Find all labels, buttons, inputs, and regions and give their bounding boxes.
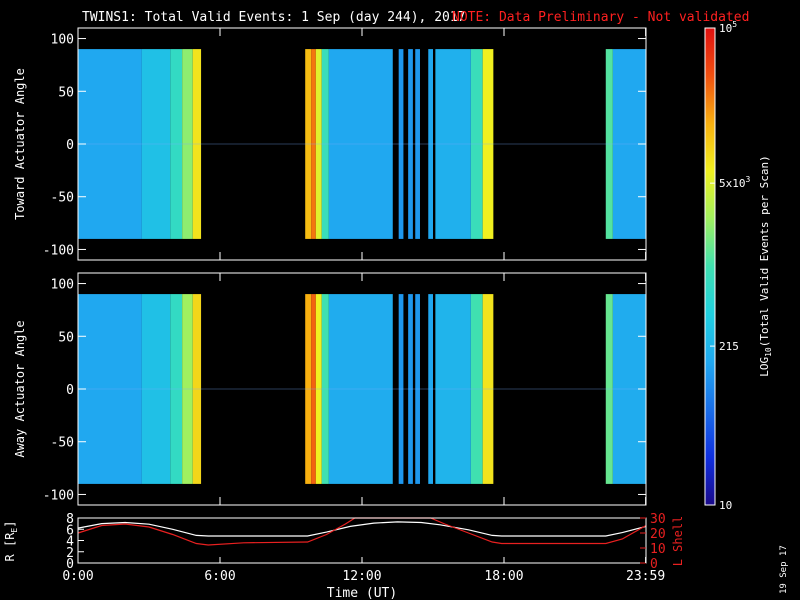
time-tick-label: 12:00 xyxy=(342,569,381,584)
heatmap-segment xyxy=(428,49,433,239)
heatmap-segment xyxy=(78,294,142,484)
heatmap-segment xyxy=(415,49,420,239)
heatmap-segment xyxy=(315,49,322,239)
heatmap-segment xyxy=(182,49,193,239)
heatmap-segment xyxy=(311,49,316,239)
heatmap-segment xyxy=(398,294,404,484)
heatmap-segment xyxy=(415,294,420,484)
heatmap-segment xyxy=(305,294,312,484)
heatmap-segment xyxy=(170,294,183,484)
heatmap-segment xyxy=(408,294,413,484)
heatmap-segment xyxy=(305,49,312,239)
heatmap-segment xyxy=(435,49,471,239)
heatmap-segment xyxy=(328,49,393,239)
heatmap-segment xyxy=(470,294,483,484)
colorbar: 10 215 5x103 105 LOG10(Total Valid Events p… xyxy=(704,20,773,512)
heatmap-segment xyxy=(78,49,142,239)
y-tick-label: 0 xyxy=(66,383,74,398)
heatmap-segment xyxy=(182,294,193,484)
heatmap-segment xyxy=(482,294,494,484)
heatmap-segment xyxy=(170,49,183,239)
y-tick-label: 50 xyxy=(58,85,74,100)
time-tick-label: 6:00 xyxy=(204,569,235,584)
orbit-lines xyxy=(77,517,647,546)
toward-angle-panel: 100 50 0 -50 -100 Toward Actuator Angle xyxy=(13,27,647,261)
away-angle-panel: 100 50 0 -50 -100 Away Actuator Angle xyxy=(13,272,647,506)
colorbar-tick-label: 5x103 xyxy=(719,175,751,190)
heatmap-segment xyxy=(141,49,171,239)
colorbar-tick-label: 105 xyxy=(719,20,737,35)
orbit-y-tick-label: 8 xyxy=(66,512,74,527)
heatmap-segment xyxy=(321,49,329,239)
heatmap-segment xyxy=(428,294,433,484)
orbit-y-tick-label: 2 xyxy=(66,546,74,561)
colorbar-tick-label: 215 xyxy=(719,340,739,353)
lshell-tick-label: 10 xyxy=(650,542,666,557)
heatmap-segment xyxy=(321,294,329,484)
time-axis: 0:00 6:00 12:00 18:00 23:59 xyxy=(62,557,665,584)
y-tick-label: -50 xyxy=(51,436,74,451)
time-tick-label: 0:00 xyxy=(62,569,93,584)
lshell-tick-label: 20 xyxy=(650,527,666,542)
time-tick-label: 23:59 xyxy=(626,569,665,584)
orbit-y-tick-label: 6 xyxy=(66,523,74,538)
colorbar-label: LOG10(Total Valid Events per Scan) xyxy=(758,155,773,377)
toward-y-label: Toward Actuator Angle xyxy=(13,68,27,220)
away-y-label: Away Actuator Angle xyxy=(13,320,27,457)
y-tick-label: 50 xyxy=(58,330,74,345)
colorbar-tick-label: 10 xyxy=(719,499,732,512)
heatmap-segment xyxy=(435,294,471,484)
heatmap-segment xyxy=(398,49,404,239)
away-y-axis: 100 50 0 -50 -100 xyxy=(43,278,646,503)
heatmap-segment xyxy=(328,294,393,484)
heatmap-segment xyxy=(315,294,322,484)
y-tick-label: 100 xyxy=(51,278,74,293)
orbit-y-tick-label: 4 xyxy=(66,535,74,550)
y-tick-label: 0 xyxy=(66,138,74,153)
away-x-ticks xyxy=(77,273,647,505)
heatmap-segment xyxy=(192,294,202,484)
lshell-tick-label: 0 xyxy=(650,557,658,572)
lshell-label: L Shell xyxy=(671,516,685,567)
y-tick-label: -50 xyxy=(51,191,74,206)
heatmap-segment xyxy=(408,49,413,239)
radius-line xyxy=(77,521,647,537)
toward-y-axis: 100 50 0 -50 -100 xyxy=(43,33,646,258)
toward-x-ticks xyxy=(77,28,647,260)
y-tick-label: 100 xyxy=(51,33,74,48)
heatmap-segment xyxy=(470,49,483,239)
date-stamp: 19 Sep 17 xyxy=(779,545,789,594)
colorbar-ticks: 10 215 5x103 105 xyxy=(710,20,751,512)
time-tick-label: 18:00 xyxy=(484,569,523,584)
time-axis-label: Time (UT) xyxy=(327,586,397,600)
away-heatmap xyxy=(78,294,646,484)
heatmap-segment xyxy=(482,49,494,239)
heatmap-segment xyxy=(605,49,613,239)
heatmap-segment xyxy=(141,294,171,484)
heatmap-segment xyxy=(192,49,202,239)
lshell-line xyxy=(77,517,647,546)
orbit-y-tick-label: 0 xyxy=(66,557,74,572)
toward-heatmap xyxy=(78,49,646,239)
preliminary-note: NOTE: Data Preliminary - Not validated xyxy=(452,10,749,25)
plot-title: TWINS1: Total Valid Events: 1 Sep (day 2… xyxy=(82,10,466,25)
orbit-radius-label: R [RE] xyxy=(3,521,19,562)
y-tick-label: -100 xyxy=(43,243,74,258)
colorbar-gradient xyxy=(704,27,716,506)
lshell-tick-label: 30 xyxy=(650,512,666,527)
heatmap-segment xyxy=(605,294,613,484)
y-tick-label: -100 xyxy=(43,488,74,503)
heatmap-segment xyxy=(311,294,316,484)
